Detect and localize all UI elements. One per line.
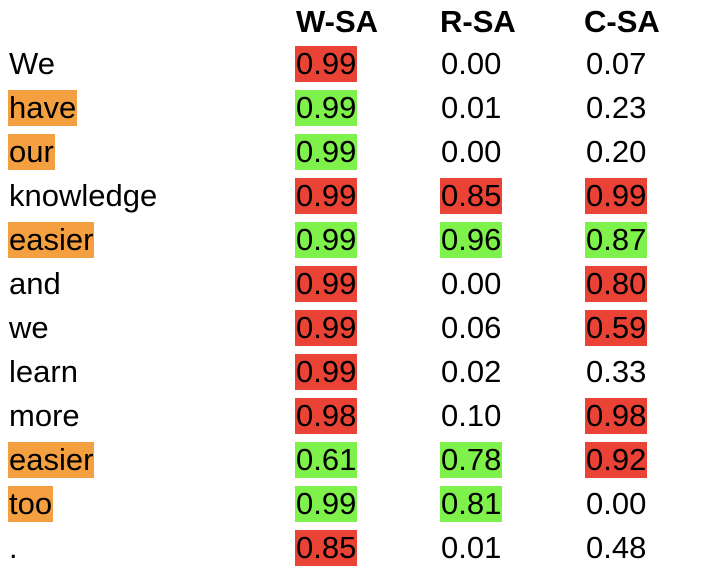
token-word: too xyxy=(8,486,54,522)
csa-score: 0.99 xyxy=(585,178,648,214)
csa-score: 0.00 xyxy=(586,486,647,521)
token-word: more xyxy=(9,398,80,433)
table-row: We 0.99 0.00 0.07 xyxy=(0,46,717,82)
wsa-score: 0.85 xyxy=(295,530,358,566)
rsa-score: 0.00 xyxy=(441,46,502,81)
wsa-score: 0.99 xyxy=(295,310,358,346)
rsa-score: 0.78 xyxy=(440,442,503,478)
table-row: more 0.98 0.10 0.98 xyxy=(0,398,717,434)
table-row: too 0.99 0.81 0.00 xyxy=(0,486,717,522)
token-word: and xyxy=(9,266,61,301)
wsa-score: 0.98 xyxy=(295,398,358,434)
rsa-score: 0.06 xyxy=(441,310,502,345)
column-header-csa: C-SA xyxy=(584,4,660,39)
csa-score: 0.48 xyxy=(586,530,647,565)
table-row: our 0.99 0.00 0.20 xyxy=(0,134,717,170)
csa-score: 0.98 xyxy=(585,398,648,434)
table-row: knowledge 0.99 0.85 0.99 xyxy=(0,178,717,214)
column-header-rsa: R-SA xyxy=(440,4,516,39)
wsa-score: 0.99 xyxy=(295,266,358,302)
rsa-score: 0.02 xyxy=(441,354,502,389)
wsa-score: 0.99 xyxy=(295,486,358,522)
table-row: have 0.99 0.01 0.23 xyxy=(0,90,717,126)
csa-score: 0.87 xyxy=(585,222,648,258)
rsa-score: 0.01 xyxy=(441,90,502,125)
table-row: we 0.99 0.06 0.59 xyxy=(0,310,717,346)
rsa-score: 0.00 xyxy=(441,266,502,301)
rsa-score: 0.01 xyxy=(441,530,502,565)
csa-score: 0.92 xyxy=(585,442,648,478)
token-word: have xyxy=(8,90,78,126)
wsa-score: 0.99 xyxy=(295,134,358,170)
token-word: knowledge xyxy=(9,178,158,213)
csa-score: 0.23 xyxy=(586,90,647,125)
wsa-score: 0.61 xyxy=(295,442,358,478)
csa-score: 0.59 xyxy=(585,310,648,346)
table-row: easier 0.61 0.78 0.92 xyxy=(0,442,717,478)
csa-score: 0.07 xyxy=(586,46,647,81)
token-word: we xyxy=(9,310,49,345)
column-header-wsa: W-SA xyxy=(296,4,379,39)
token-word: easier xyxy=(8,222,95,258)
token-word: easier xyxy=(8,442,95,478)
table-row: and 0.99 0.00 0.80 xyxy=(0,266,717,302)
wsa-score: 0.99 xyxy=(295,46,358,82)
wsa-score: 0.99 xyxy=(295,90,358,126)
token-word: We xyxy=(9,46,55,81)
wsa-score: 0.99 xyxy=(295,354,358,390)
rsa-score: 0.10 xyxy=(441,398,502,433)
table-row: learn 0.99 0.02 0.33 xyxy=(0,354,717,390)
table-row: easier 0.99 0.96 0.87 xyxy=(0,222,717,258)
wsa-score: 0.99 xyxy=(295,222,358,258)
token-word: our xyxy=(8,134,55,170)
rsa-score: 0.81 xyxy=(440,486,503,522)
token-word: . xyxy=(9,530,18,565)
rsa-score: 0.85 xyxy=(440,178,503,214)
wsa-score: 0.99 xyxy=(295,178,358,214)
csa-score: 0.33 xyxy=(586,354,647,389)
token-word: learn xyxy=(9,354,78,389)
table-row: . 0.85 0.01 0.48 xyxy=(0,530,717,566)
rsa-score: 0.00 xyxy=(441,134,502,169)
csa-score: 0.20 xyxy=(586,134,647,169)
csa-score: 0.80 xyxy=(585,266,648,302)
rsa-score: 0.96 xyxy=(440,222,503,258)
